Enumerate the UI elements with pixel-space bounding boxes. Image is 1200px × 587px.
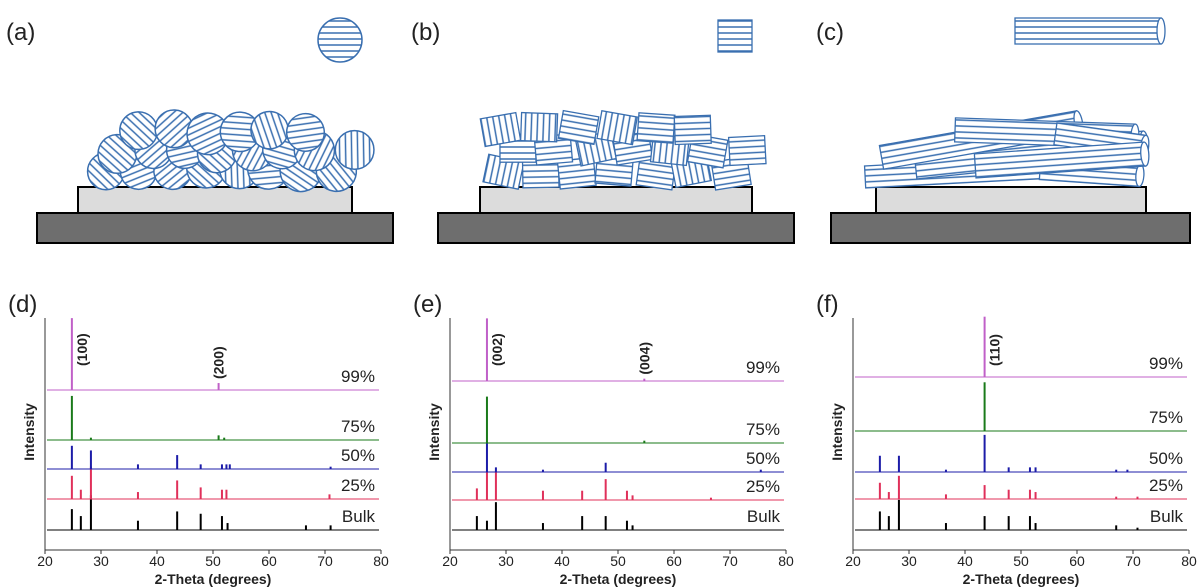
series-label: 99% bbox=[1149, 354, 1183, 373]
x-tick-label: 30 bbox=[498, 553, 514, 569]
x-tick-label: 80 bbox=[778, 553, 794, 569]
schematics: (a) (b) (c) bbox=[6, 17, 1191, 244]
rod-end bbox=[1140, 141, 1150, 167]
plate bbox=[717, 19, 753, 53]
particle bbox=[727, 134, 767, 167]
x-tick-label: 20 bbox=[845, 553, 861, 569]
series-label: Bulk bbox=[747, 507, 781, 526]
particle bbox=[673, 114, 712, 146]
panel-label: (e) bbox=[413, 291, 442, 318]
charts: (d) 20 30 40 50 60 70 80 2-Theta (degrees) Intens… bbox=[8, 291, 1197, 587]
disc bbox=[317, 17, 363, 63]
series-label: 75% bbox=[341, 417, 375, 436]
particle bbox=[557, 109, 600, 146]
series-label: 99% bbox=[341, 367, 375, 386]
x-tick-label: 40 bbox=[957, 553, 973, 569]
x-tick-label: 60 bbox=[666, 553, 682, 569]
plate bbox=[557, 109, 600, 146]
disc bbox=[119, 111, 159, 151]
x-tick-label: 60 bbox=[261, 553, 277, 569]
series-label: 99% bbox=[746, 358, 780, 377]
x-tick-label: 50 bbox=[610, 553, 626, 569]
particle bbox=[479, 111, 522, 148]
peak-annotation: (004) bbox=[636, 342, 652, 375]
x-tick-label: 50 bbox=[205, 553, 221, 569]
xrd-panel: (e) 20 30 40 50 60 70 80 2-Theta (degrees) Intens… bbox=[413, 291, 794, 587]
series-label: 25% bbox=[1149, 476, 1183, 495]
particle bbox=[119, 111, 159, 151]
substrate-base bbox=[830, 212, 1191, 244]
substrate-base bbox=[36, 212, 394, 244]
series-label: 50% bbox=[1149, 449, 1183, 468]
plate bbox=[673, 114, 712, 146]
x-axis-label: 2-Theta (degrees) bbox=[963, 571, 1080, 587]
x-axis-label: 2-Theta (degrees) bbox=[560, 571, 677, 587]
y-axis-label: Intensity bbox=[829, 403, 845, 461]
particle bbox=[717, 19, 753, 53]
x-tick-label: 60 bbox=[1069, 553, 1085, 569]
disc bbox=[334, 129, 375, 171]
x-tick-label: 80 bbox=[373, 553, 389, 569]
panel-label: (b) bbox=[411, 19, 440, 46]
particle bbox=[973, 141, 1150, 179]
panel-label: (d) bbox=[8, 291, 37, 318]
x-tick-label: 20 bbox=[442, 553, 458, 569]
plate bbox=[727, 134, 767, 167]
plate bbox=[636, 112, 676, 144]
peak-annotation: (100) bbox=[74, 333, 90, 366]
particle bbox=[334, 129, 375, 171]
y-axis-label: Intensity bbox=[21, 403, 37, 461]
particle bbox=[317, 17, 363, 63]
series-label: 25% bbox=[341, 476, 375, 495]
x-tick-label: 20 bbox=[37, 553, 53, 569]
particle bbox=[519, 111, 559, 143]
peak-annotation: (002) bbox=[489, 333, 505, 366]
series-label: 75% bbox=[1149, 408, 1183, 427]
particle bbox=[1014, 17, 1166, 45]
x-tick-label: 70 bbox=[317, 553, 333, 569]
series-label: 50% bbox=[746, 449, 780, 468]
x-tick-label: 40 bbox=[554, 553, 570, 569]
x-tick-label: 70 bbox=[1125, 553, 1141, 569]
rod bbox=[1014, 17, 1162, 45]
x-tick-label: 30 bbox=[93, 553, 109, 569]
series-label: 50% bbox=[341, 446, 375, 465]
series-label: Bulk bbox=[342, 507, 376, 526]
peak-annotation: (200) bbox=[211, 346, 227, 379]
panel-label: (c) bbox=[816, 19, 844, 46]
plate bbox=[479, 111, 522, 148]
substrate-base bbox=[437, 212, 795, 244]
xrd-panel: (d) 20 30 40 50 60 70 80 2-Theta (degrees) Intens… bbox=[8, 291, 389, 587]
peak-annotation: (110) bbox=[987, 334, 1003, 366]
particle bbox=[285, 112, 326, 152]
disc bbox=[250, 110, 289, 150]
x-tick-label: 50 bbox=[1013, 553, 1029, 569]
panel-label: (f) bbox=[816, 291, 839, 318]
plate bbox=[519, 111, 559, 143]
x-tick-label: 30 bbox=[901, 553, 917, 569]
x-tick-label: 40 bbox=[149, 553, 165, 569]
disc bbox=[285, 112, 326, 152]
x-tick-label: 80 bbox=[1181, 553, 1197, 569]
substrate bbox=[875, 186, 1147, 214]
xrd-panel: (f) 20 30 40 50 60 70 80 2-Theta (degrees) Intens… bbox=[816, 291, 1197, 587]
particle bbox=[154, 109, 194, 149]
y-axis-label: Intensity bbox=[426, 403, 442, 461]
series-label: 75% bbox=[746, 420, 780, 439]
substrate bbox=[77, 186, 353, 214]
particle bbox=[250, 110, 289, 150]
x-axis-label: 2-Theta (degrees) bbox=[155, 571, 272, 587]
particle bbox=[596, 110, 639, 146]
plate bbox=[596, 110, 639, 146]
rod-end bbox=[1156, 17, 1166, 45]
particle bbox=[636, 112, 676, 144]
series-label: 25% bbox=[746, 477, 780, 496]
series-label: Bulk bbox=[1150, 507, 1184, 526]
x-tick-label: 70 bbox=[722, 553, 738, 569]
substrate bbox=[479, 186, 753, 214]
panel-label: (a) bbox=[6, 19, 35, 46]
disc bbox=[154, 109, 194, 149]
